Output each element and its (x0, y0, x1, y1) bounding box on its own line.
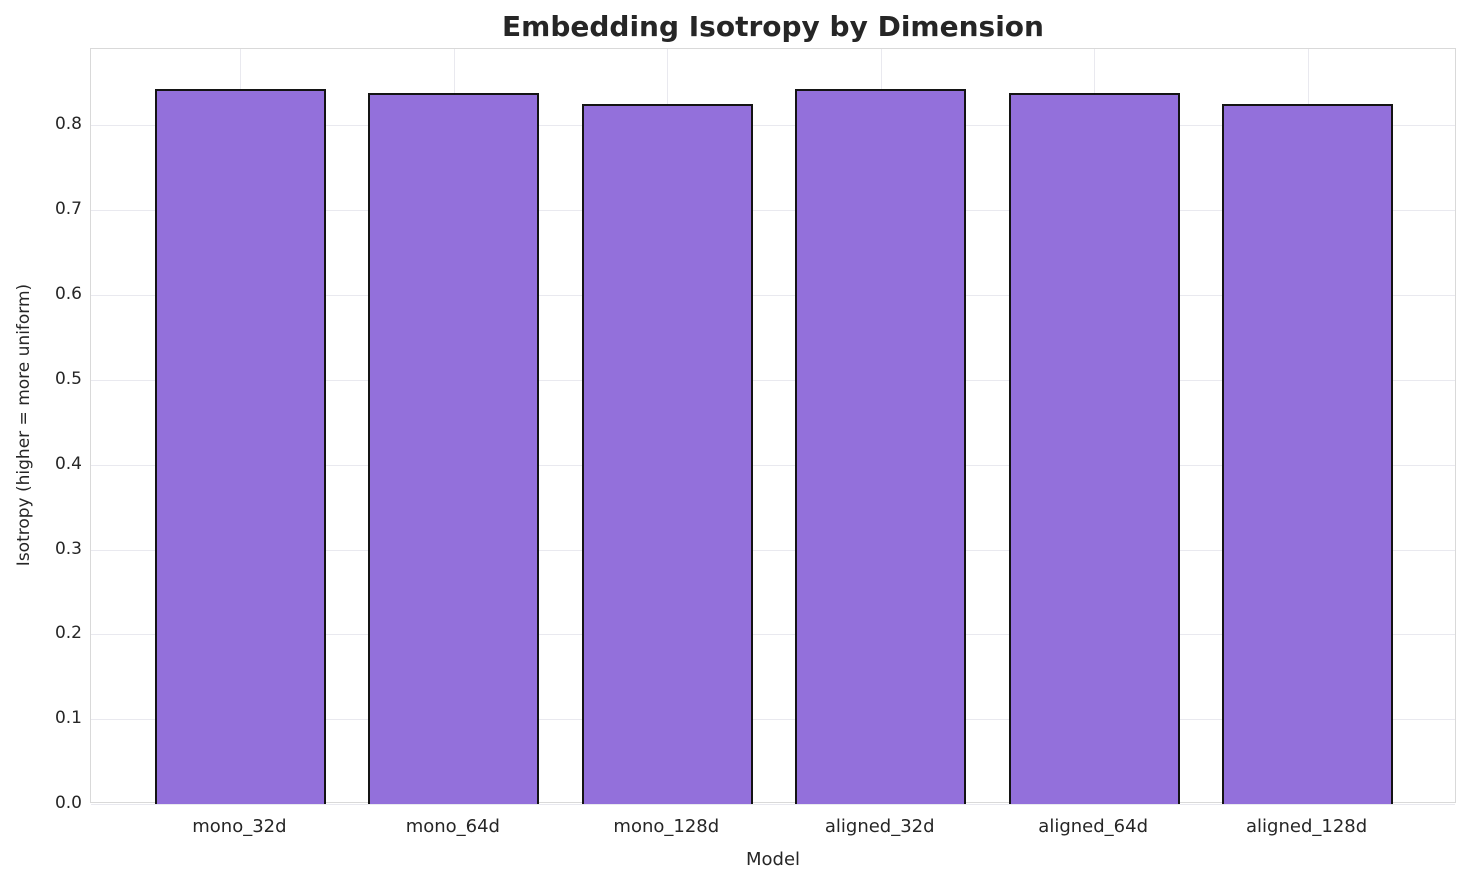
h-gridline (91, 125, 1455, 127)
x-tick-label: mono_32d (192, 816, 287, 837)
x-tick-label: aligned_64d (1038, 816, 1149, 837)
h-gridline (91, 295, 1455, 296)
bar-aligned_128d (1222, 104, 1393, 804)
h-gridline (91, 210, 1455, 212)
y-tick-label: 0.2 (54, 623, 82, 644)
h-gridline (91, 719, 1455, 721)
y-tick-label: 0.7 (54, 199, 82, 220)
x-tick-label: aligned_128d (1246, 816, 1368, 837)
h-gridline (91, 804, 1455, 805)
bar-mono_64d (368, 93, 540, 804)
y-tick-label: 0.1 (54, 708, 82, 729)
x-axis-label: Model (745, 849, 801, 870)
h-gridline (91, 464, 1455, 466)
y-tick-label: 0.6 (54, 284, 82, 304)
bar-aligned_64d (1008, 93, 1180, 804)
y-axis-label: Isotropy (higher = more uniform) (14, 283, 34, 567)
h-gridline (91, 549, 1455, 551)
y-tick-label: 0.4 (54, 453, 82, 474)
bar-mono_128d (581, 104, 753, 804)
bar-aligned_32d (795, 88, 967, 804)
y-tick-label: 0.5 (54, 368, 82, 389)
x-tick-label: aligned_32d (824, 816, 935, 837)
bar-mono_32d (155, 88, 326, 804)
plot-area (90, 48, 1456, 805)
y-tick-label: 0.3 (54, 538, 82, 559)
y-tick-label: 0.0 (54, 793, 82, 813)
h-gridline (91, 634, 1455, 636)
chart-title: Embedding Isotropy by Dimension (502, 10, 1044, 43)
x-tick-label: mono_64d (405, 816, 500, 837)
y-tick-label: 0.8 (54, 114, 82, 135)
h-gridline (91, 379, 1455, 381)
x-tick-label: mono_128d (613, 816, 720, 837)
